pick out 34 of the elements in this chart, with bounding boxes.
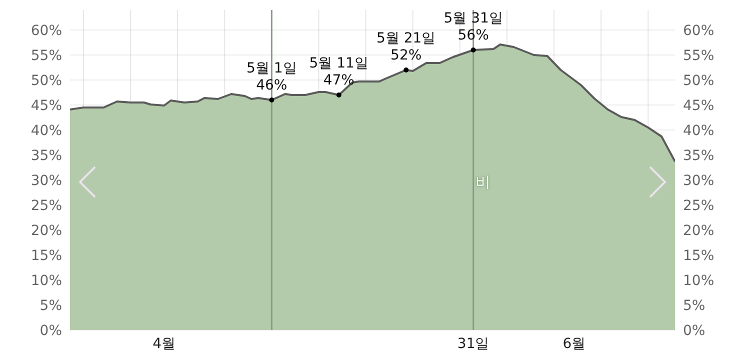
y-tick-label: 15% [30, 248, 62, 264]
x-tick-label: 31일 [457, 336, 490, 352]
y-tick-label: 45% [30, 98, 62, 114]
y2-tick-label: 60% [683, 22, 714, 39]
y2-tick-label: 45% [683, 98, 714, 114]
annotation: 5월 31일 56% [444, 10, 503, 44]
y-tick-label: 10% [30, 272, 62, 289]
y2-tick-label: 35% [683, 148, 714, 164]
y-tick-label: 5% [40, 298, 62, 314]
y-tick-label: 60% [30, 22, 62, 39]
annotation: 5월 11일 47% [309, 56, 368, 88]
y-tick-label: 40% [30, 122, 62, 139]
y2-tick-label: 55% [683, 48, 714, 64]
y2-tick-label: 25% [683, 198, 714, 214]
annotation: 5월 1일 46% [246, 60, 297, 94]
y2-tick-label: 40% [683, 122, 714, 139]
y-tick-label: 50% [30, 72, 62, 89]
y-tick-label: 25% [30, 198, 62, 214]
y-tick-label: 35% [30, 148, 62, 164]
y2-tick-label: 15% [683, 248, 714, 264]
y2-tick-label: 20% [683, 222, 714, 239]
y-tick-label: 20% [30, 222, 62, 239]
y2-tick-label: 10% [683, 272, 714, 289]
x-tick-label: 4월 [152, 336, 176, 352]
y2-tick-label: 0% [683, 322, 706, 339]
y-tick-label: 0% [40, 322, 62, 339]
y2-tick-label: 50% [683, 72, 714, 89]
series-label: 비 [475, 173, 490, 192]
y-tick-label: 30% [30, 172, 62, 189]
y-tick-label: 55% [30, 48, 62, 64]
x-tick-label: 6월 [562, 336, 586, 352]
y2-tick-label: 5% [683, 298, 706, 314]
annotation: 5월 21일 52% [376, 30, 436, 64]
y2-tick-label: 30% [683, 172, 714, 189]
